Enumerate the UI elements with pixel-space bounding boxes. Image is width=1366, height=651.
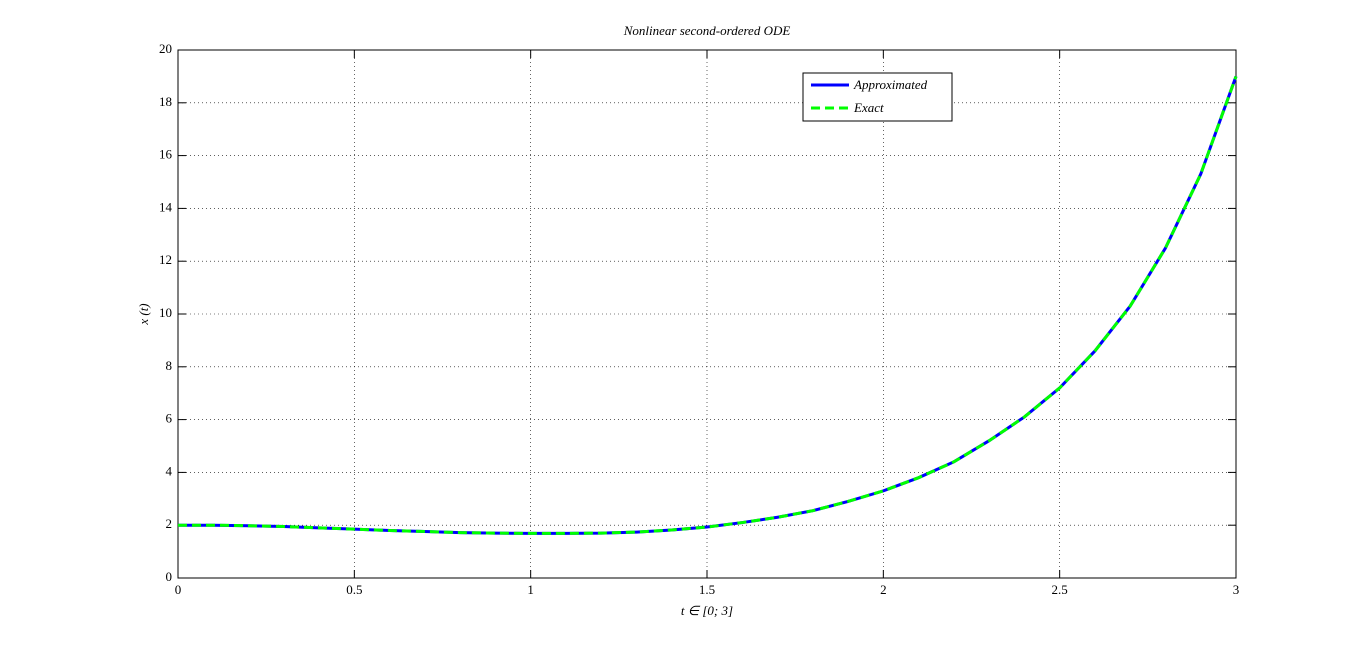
data-line (178, 75, 1238, 535)
y-tick-label: 4 (166, 463, 173, 478)
legend-label: Exact (853, 100, 884, 115)
y-tick-label: 6 (166, 411, 173, 426)
y-tick-label: 18 (159, 94, 172, 109)
x-tick-label: 1.5 (699, 582, 715, 597)
y-tick-label: 14 (159, 199, 173, 214)
chart-title: Nonlinear second-ordered ODE (623, 23, 791, 38)
x-tick-label: 1 (527, 582, 534, 597)
y-axis-label: x (t) (136, 303, 151, 325)
y-tick-label: 20 (159, 41, 172, 56)
legend-label: Approximated (853, 77, 928, 92)
y-tick-label: 2 (166, 516, 173, 531)
x-tick-label: 3 (1233, 582, 1240, 597)
y-tick-label: 10 (159, 305, 172, 320)
plot-frame (177, 49, 1237, 579)
y-tick-label: 8 (166, 358, 173, 373)
legend: Approximated Exact (802, 72, 953, 122)
x-tick-label: 2.5 (1052, 582, 1068, 597)
x-axis-label: t ∈ [0; 3] (681, 603, 733, 618)
y-tick-label: 16 (159, 147, 173, 162)
y-tick-label: 0 (166, 569, 173, 584)
x-tick-label: 0.5 (346, 582, 362, 597)
x-tick-label: 2 (880, 582, 887, 597)
legend-box (802, 72, 953, 122)
y-tick-label: 12 (159, 252, 172, 267)
x-tick-label: 0 (175, 582, 182, 597)
